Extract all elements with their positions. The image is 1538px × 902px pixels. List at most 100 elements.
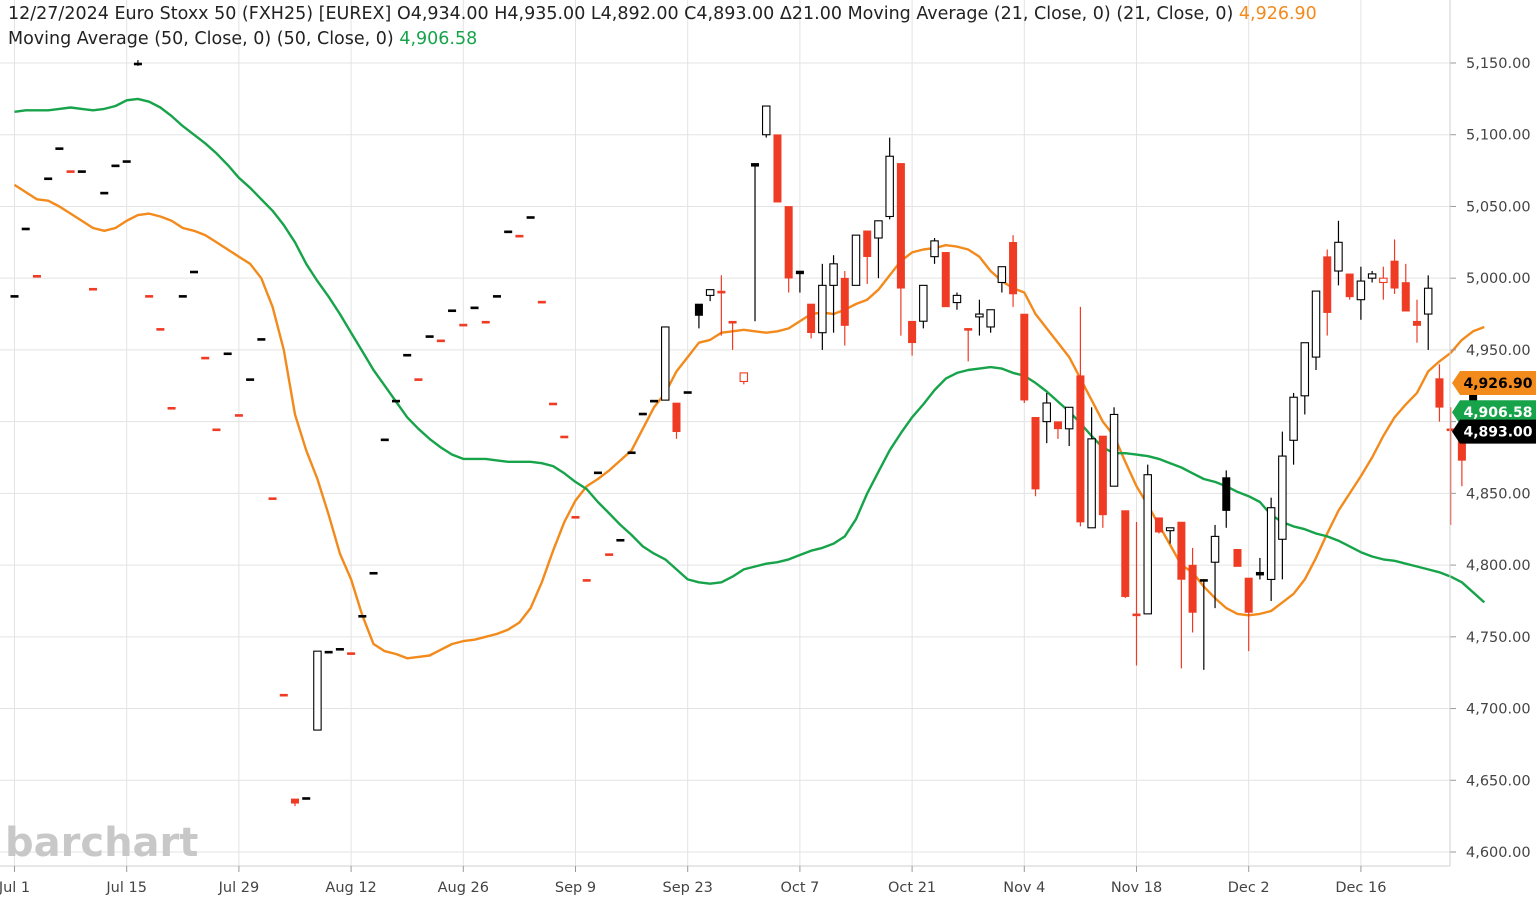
candle-body: [515, 234, 524, 238]
candle-body: [1413, 320, 1422, 326]
price-tag-label: 4,893.00: [1463, 425, 1532, 441]
candle-body: [571, 516, 580, 519]
quote-symbol: Euro Stoxx 50 (FXH25) [EUREX]: [114, 4, 392, 24]
candle-body: [582, 579, 591, 582]
candle: [1064, 406, 1074, 447]
candle: [717, 275, 726, 336]
candle: [818, 263, 827, 350]
x-tick-label: Jul 15: [105, 880, 147, 896]
candle: [10, 295, 19, 298]
candle-body: [1199, 579, 1208, 582]
candle-body: [1266, 507, 1276, 580]
candle-body: [952, 294, 962, 304]
candle-body: [997, 266, 1007, 284]
candle: [1278, 431, 1287, 580]
candle-body: [919, 284, 928, 322]
candle-body: [694, 303, 703, 316]
candle-body: [1334, 241, 1343, 272]
y-tick-label: 5,000.00: [1466, 271, 1531, 287]
candle-body: [908, 320, 917, 344]
candle-body: [739, 372, 749, 383]
candle-body: [459, 323, 468, 327]
x-tick-label: Dec 2: [1228, 880, 1270, 896]
candle-body: [773, 134, 782, 203]
candle-body: [1165, 527, 1175, 532]
candle: [582, 579, 591, 582]
candle-body: [1244, 577, 1253, 613]
candle-body: [1143, 474, 1152, 615]
candle: [1345, 273, 1354, 300]
candle: [941, 252, 950, 308]
candle: [784, 206, 793, 293]
candle: [1300, 342, 1310, 415]
candle: [874, 220, 883, 279]
candle-body: [650, 399, 659, 403]
ma50-line: [14, 97, 1486, 604]
candle: [593, 471, 602, 475]
ma50-legend: Moving Average (50, Close, 0) (50, Close…: [8, 29, 477, 49]
ma50-legend-value: 4,906.58: [399, 29, 478, 49]
candle-body: [1289, 396, 1298, 441]
y-tick-label: 4,700.00: [1466, 702, 1531, 718]
grid-lines: [0, 0, 1450, 866]
quote-change: Δ21.00: [779, 4, 842, 24]
candle-body: [795, 270, 804, 275]
candle-body: [1278, 455, 1287, 540]
candle: [616, 538, 625, 542]
candle: [234, 414, 243, 417]
candle-body: [279, 693, 288, 697]
candle-body: [560, 435, 569, 439]
candle-body: [358, 614, 367, 618]
candle: [32, 275, 41, 278]
candle: [739, 372, 749, 385]
quote-header: 12/27/2024 Euro Stoxx 50 (FXH25) [EUREX]…: [8, 4, 1317, 24]
ma21-line: [13, 183, 1485, 660]
candle-body: [784, 206, 793, 279]
candle: [1031, 417, 1040, 497]
candle-body: [717, 290, 726, 294]
candle-body: [1311, 290, 1321, 358]
candle: [1413, 299, 1422, 343]
price-tag-shape: [1452, 371, 1536, 396]
candle: [100, 191, 109, 195]
y-tick-label: 4,950.00: [1466, 343, 1531, 359]
candle-body: [223, 352, 232, 356]
candle: [347, 652, 356, 655]
x-tick-label: Nov 4: [1003, 880, 1045, 896]
candle-body: [705, 289, 715, 296]
candle: [975, 299, 984, 336]
candle-body: [436, 339, 445, 343]
candle-body: [10, 295, 19, 298]
candle: [1020, 313, 1029, 403]
candle-body: [504, 230, 513, 234]
candle: [1154, 517, 1163, 534]
candle-body: [347, 652, 356, 655]
x-tick-label: Jul 29: [218, 880, 260, 896]
candle-body: [492, 295, 501, 298]
candle: [111, 164, 120, 168]
candle-body: [1210, 535, 1220, 563]
candle: [1098, 435, 1107, 528]
candle: [77, 170, 86, 173]
candle-body: [1423, 287, 1433, 315]
candle-body: [1121, 510, 1130, 597]
candle-body: [380, 438, 389, 442]
price-tag: 4,906.58: [1452, 400, 1536, 425]
candle-body: [986, 309, 995, 328]
candle: [1233, 549, 1242, 567]
candle-body: [1188, 564, 1197, 613]
candle: [246, 378, 255, 381]
candle: [1165, 527, 1175, 544]
candle: [358, 614, 367, 618]
candle-body: [246, 378, 255, 381]
candle: [436, 339, 445, 343]
moving-average-lines: [13, 97, 1486, 660]
candle-body: [178, 295, 187, 298]
candle: [1076, 306, 1085, 527]
candle-body: [1435, 378, 1444, 408]
candle: [986, 309, 995, 333]
candle: [705, 289, 715, 302]
candle: [1177, 521, 1186, 669]
candle: [672, 402, 681, 439]
